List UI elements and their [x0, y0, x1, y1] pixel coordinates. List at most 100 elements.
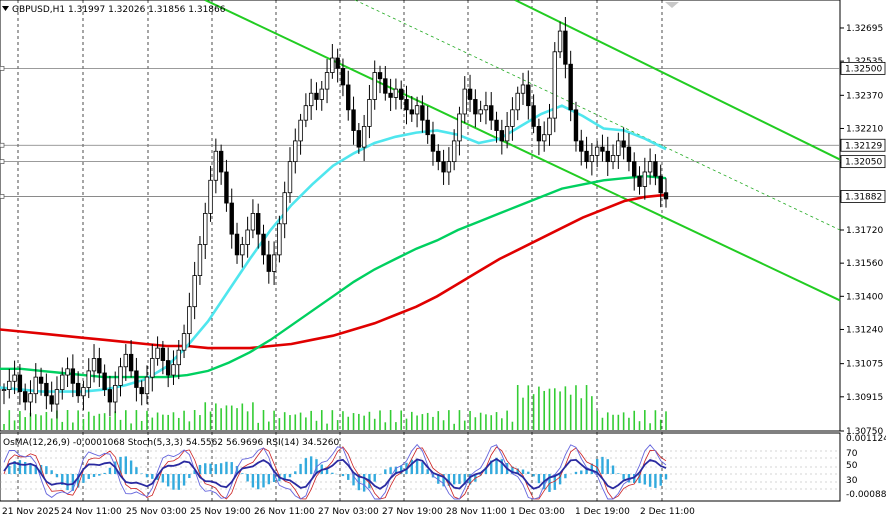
candle-body	[351, 109, 356, 131]
volume-bars	[3, 385, 667, 430]
candle-body	[134, 370, 139, 388]
candle-body	[621, 140, 626, 148]
candle-body	[17, 374, 23, 393]
candle-body	[192, 275, 197, 308]
candle-body	[388, 92, 393, 98]
main-plot-frame	[0, 0, 841, 432]
candle-body	[436, 150, 441, 163]
candle-body	[409, 109, 414, 115]
candle-body	[256, 213, 261, 235]
candle-body	[49, 395, 54, 405]
candle-body	[425, 119, 430, 136]
candle-body	[563, 30, 568, 65]
candle-body	[451, 140, 457, 163]
candle-body	[245, 229, 250, 245]
candle-body	[303, 105, 309, 121]
candle-body	[536, 125, 542, 142]
price-tick-label: 1.31240	[846, 325, 883, 335]
candle-body	[113, 385, 118, 403]
time-label: 2 Dec 11:00	[640, 507, 695, 517]
candle-body	[197, 244, 203, 276]
candle-body	[404, 99, 409, 111]
candle-body	[547, 117, 552, 136]
horizontal-levels	[0, 66, 840, 199]
candle-body	[218, 150, 224, 173]
trend-channel-lines	[204, 0, 841, 302]
price-tick-label: 1.31720	[846, 226, 883, 236]
ma-red-line	[0, 193, 667, 350]
price-axis: 1.326951.325351.323701.322101.320451.318…	[840, 24, 886, 500]
price-tick-label: 1.31400	[846, 292, 883, 302]
candle-body	[28, 393, 33, 403]
candle-body	[240, 244, 245, 256]
level-handle	[0, 66, 5, 71]
candle-body	[187, 306, 192, 335]
price-tick-label: 1.31075	[846, 360, 883, 370]
candle-body	[54, 389, 60, 405]
candle-body	[22, 391, 28, 403]
candle-body	[510, 109, 515, 127]
ma-green-line	[0, 174, 667, 379]
time-label: 26 Nov 11:00	[254, 507, 315, 517]
time-label: 25 Nov 03:00	[126, 507, 187, 517]
indicator-scale-label: 70	[846, 449, 858, 459]
candle-body	[128, 353, 134, 372]
candle-body	[277, 223, 282, 256]
candle-body	[308, 92, 314, 107]
oscillators	[0, 443, 840, 500]
candle-body	[266, 254, 271, 272]
candles	[1, 17, 669, 419]
scroll-marker-icon[interactable]	[665, 2, 679, 8]
price-tick-label: 1.32370	[846, 91, 883, 101]
candle-body	[579, 140, 584, 152]
time-label: 21 Nov 2025	[2, 507, 60, 517]
candle-body	[489, 105, 494, 121]
candle-body	[377, 72, 383, 80]
candle-body	[430, 134, 436, 152]
candle-body	[165, 360, 171, 376]
candle-body	[356, 130, 362, 148]
candle-body	[176, 349, 181, 366]
indicator-scale-label: -0.000885	[846, 490, 886, 500]
candle-body	[584, 150, 589, 163]
indicator-scale-label: 0.001124	[846, 434, 886, 444]
candle-body	[457, 113, 462, 142]
candle-body	[12, 374, 17, 382]
candle-body	[150, 358, 155, 378]
candle-body	[589, 155, 595, 163]
candle-body	[33, 376, 38, 395]
candle-body	[515, 92, 520, 111]
level-label-box	[840, 190, 886, 203]
candle-body	[282, 192, 287, 225]
candle-body	[203, 213, 208, 245]
candle-body	[340, 67, 346, 86]
triangle-down-icon[interactable]	[2, 6, 9, 11]
candle-body	[346, 84, 351, 111]
candle-body	[171, 364, 176, 376]
candle-body	[155, 347, 160, 359]
candle-body	[208, 179, 213, 214]
price-tick-label: 1.30915	[846, 393, 883, 403]
candle-body	[610, 155, 616, 163]
candle-body	[504, 125, 510, 142]
candle-body	[224, 171, 229, 204]
indicator-header: OsMA(12,26,9) -0.0001068 Stoch(5,3,3) 54…	[3, 438, 339, 448]
level-handle	[0, 194, 5, 199]
stoch-signal-line	[3, 446, 667, 500]
candle-body	[473, 99, 478, 115]
candle-body	[160, 347, 166, 361]
level-handle	[0, 159, 5, 164]
candle-body	[372, 72, 377, 100]
candle-body	[367, 99, 372, 127]
candle-body	[594, 146, 600, 156]
candle-body	[107, 389, 113, 403]
candle-body	[234, 233, 240, 256]
price-tick-label: 1.30750	[846, 427, 883, 437]
candle-body	[632, 161, 637, 177]
candle-body	[616, 140, 621, 156]
time-label: 1 Dec 19:00	[575, 507, 630, 517]
candle-body	[393, 88, 399, 98]
time-label: 25 Nov 19:00	[190, 507, 251, 517]
candle-body	[573, 109, 579, 142]
